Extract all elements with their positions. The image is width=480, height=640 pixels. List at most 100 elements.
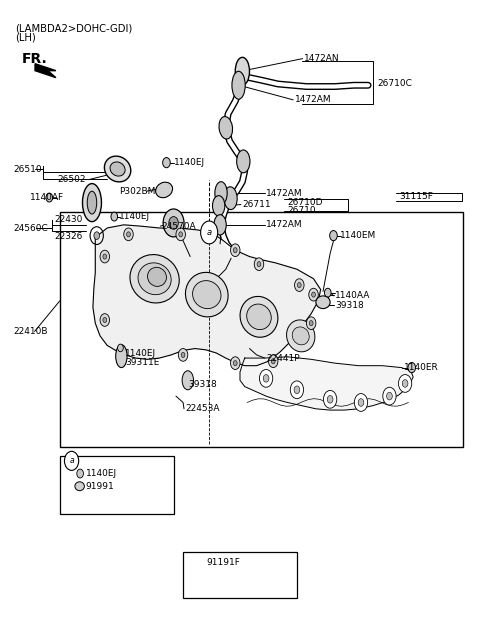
Polygon shape: [240, 356, 413, 410]
Circle shape: [271, 358, 275, 364]
Circle shape: [201, 221, 218, 244]
Text: 22430: 22430: [54, 215, 83, 224]
Circle shape: [324, 390, 337, 408]
Ellipse shape: [87, 191, 96, 214]
Circle shape: [46, 193, 53, 202]
Text: 24570A: 24570A: [162, 221, 196, 230]
Text: P302BM: P302BM: [119, 187, 156, 196]
Ellipse shape: [214, 214, 226, 235]
Circle shape: [408, 362, 416, 372]
Ellipse shape: [232, 71, 245, 99]
Ellipse shape: [240, 296, 278, 337]
Ellipse shape: [219, 116, 232, 139]
Circle shape: [94, 232, 99, 239]
Text: 1140EJ: 1140EJ: [174, 158, 204, 167]
Text: 22453A: 22453A: [185, 404, 220, 413]
Ellipse shape: [213, 196, 225, 216]
Ellipse shape: [237, 150, 250, 173]
Circle shape: [176, 228, 185, 241]
Ellipse shape: [75, 482, 84, 491]
Circle shape: [169, 216, 179, 229]
Circle shape: [294, 386, 300, 394]
Circle shape: [77, 469, 84, 478]
Circle shape: [268, 355, 278, 367]
Circle shape: [64, 451, 79, 470]
Text: 26711: 26711: [242, 200, 271, 209]
Text: 1140ER: 1140ER: [404, 363, 438, 372]
Text: 39311E: 39311E: [125, 358, 159, 367]
Circle shape: [127, 232, 131, 237]
Text: 1472AM: 1472AM: [295, 95, 331, 104]
Text: 1140AA: 1140AA: [335, 291, 370, 300]
Ellipse shape: [215, 182, 227, 205]
Circle shape: [309, 321, 313, 326]
Circle shape: [100, 250, 109, 263]
Circle shape: [298, 283, 301, 287]
Text: 91191F: 91191F: [207, 558, 240, 567]
Ellipse shape: [182, 371, 193, 390]
Circle shape: [330, 230, 337, 241]
Circle shape: [233, 360, 237, 365]
Bar: [183, 552, 297, 598]
Circle shape: [100, 314, 109, 326]
Ellipse shape: [105, 156, 131, 182]
Ellipse shape: [192, 280, 221, 308]
Text: 1472AM: 1472AM: [266, 189, 303, 198]
Text: a: a: [206, 228, 212, 237]
Circle shape: [230, 244, 240, 257]
Text: 1472AM: 1472AM: [266, 220, 303, 229]
Text: 39318: 39318: [335, 301, 364, 310]
Ellipse shape: [247, 304, 271, 330]
Circle shape: [163, 157, 170, 168]
Polygon shape: [93, 225, 321, 365]
Text: 22441P: 22441P: [266, 353, 300, 363]
Circle shape: [230, 356, 240, 369]
Circle shape: [312, 292, 315, 297]
Circle shape: [354, 394, 368, 412]
Ellipse shape: [83, 184, 101, 221]
Ellipse shape: [110, 162, 125, 176]
Circle shape: [306, 317, 316, 330]
Text: 24560C: 24560C: [13, 223, 48, 232]
Circle shape: [309, 288, 318, 301]
Ellipse shape: [156, 182, 172, 198]
Circle shape: [257, 262, 261, 267]
Text: 1472AN: 1472AN: [304, 54, 340, 63]
Text: 22326: 22326: [54, 232, 83, 241]
Text: 26710C: 26710C: [378, 79, 412, 88]
Bar: [60, 212, 463, 447]
Text: 26510: 26510: [13, 164, 42, 173]
Bar: [60, 456, 174, 513]
Text: 26710D: 26710D: [288, 198, 323, 207]
Polygon shape: [35, 64, 56, 77]
Text: (LAMBDA2>DOHC-GDI): (LAMBDA2>DOHC-GDI): [14, 23, 132, 33]
Text: 91991: 91991: [86, 483, 115, 492]
Circle shape: [260, 369, 273, 387]
Circle shape: [398, 374, 412, 392]
Ellipse shape: [316, 296, 330, 308]
Text: 39318: 39318: [188, 380, 216, 389]
Circle shape: [111, 212, 118, 221]
Circle shape: [254, 258, 264, 271]
Circle shape: [290, 381, 303, 399]
Circle shape: [118, 344, 123, 352]
Ellipse shape: [224, 187, 237, 209]
Circle shape: [358, 399, 364, 406]
Ellipse shape: [130, 255, 179, 303]
Circle shape: [181, 353, 185, 357]
Circle shape: [163, 209, 184, 237]
Text: 26502: 26502: [57, 175, 86, 184]
Ellipse shape: [185, 273, 228, 317]
Circle shape: [233, 248, 237, 253]
Circle shape: [324, 288, 331, 297]
Circle shape: [263, 374, 269, 382]
Text: a: a: [69, 456, 74, 465]
Text: 1140EJ: 1140EJ: [86, 469, 117, 478]
Ellipse shape: [287, 320, 315, 352]
Text: 1140EJ: 1140EJ: [125, 349, 156, 358]
Circle shape: [124, 228, 133, 241]
Ellipse shape: [138, 263, 171, 294]
Circle shape: [402, 380, 408, 387]
Ellipse shape: [292, 327, 309, 345]
Circle shape: [386, 392, 392, 400]
